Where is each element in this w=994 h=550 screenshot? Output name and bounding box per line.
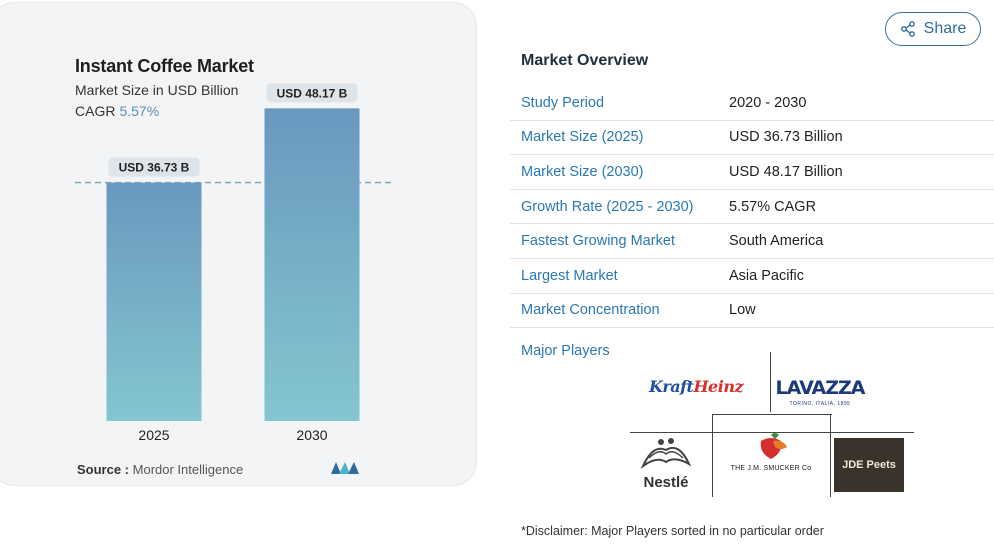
- overview-row-market-size-2030: Market Size (2030) USD 48.17 Billion: [510, 155, 994, 190]
- lavazza-text: LAVAZZA: [775, 377, 866, 399]
- source-text: Source : Mordor Intelligence: [77, 462, 243, 477]
- x-tick-label: 2025: [138, 427, 169, 443]
- bar-2025: [106, 182, 202, 421]
- overview-label[interactable]: Fastest Growing Market: [521, 233, 675, 250]
- overview-value: 2020 - 2030: [729, 94, 807, 111]
- chart-subtitle: Market Size in USD Billion: [75, 82, 239, 98]
- overview-value: Asia Pacific: [729, 267, 804, 284]
- smucker-text: THE J.M. SMUCKER Co: [730, 464, 812, 472]
- overview-row-growth-rate: Growth Rate (2025 - 2030) 5.57% CAGR: [510, 190, 994, 225]
- cagr-label: CAGR: [75, 103, 116, 119]
- overview-row-fastest-growing: Fastest Growing Market South America: [510, 224, 994, 259]
- kraft-heinz-logo[interactable]: Kraft Heinz: [640, 372, 752, 400]
- mordor-intelligence-logo: [331, 462, 359, 474]
- chart-cagr: CAGR 5.57%: [75, 103, 159, 119]
- data-label: USD 48.17 B: [277, 86, 348, 100]
- chart-title: Instant Coffee Market: [75, 56, 254, 76]
- nestle-text: Nestlé: [643, 473, 689, 491]
- overview-row-largest-market: Largest Market Asia Pacific: [510, 259, 994, 294]
- jde-peets-logo[interactable]: JDE Peets: [834, 438, 904, 492]
- overview-value: South America: [729, 233, 824, 250]
- overview-row-study-period: Study Period 2020 - 2030: [510, 86, 994, 121]
- grid-divider: [712, 414, 713, 497]
- overview-value: Low: [729, 302, 756, 319]
- grid-divider: [770, 352, 771, 412]
- overview-label[interactable]: Market Size (2025): [521, 129, 644, 146]
- grid-divider: [712, 414, 832, 415]
- share-icon: [900, 21, 915, 37]
- overview-label[interactable]: Largest Market: [521, 267, 618, 284]
- chart-card: [0, 2, 477, 486]
- overview-title: Market Overview: [521, 52, 649, 69]
- share-button[interactable]: Share: [885, 12, 981, 46]
- overview-value: 5.57% CAGR: [729, 198, 817, 215]
- overview-value: USD 48.17 Billion: [729, 163, 843, 180]
- source-label: Source :: [77, 462, 130, 477]
- bar-2030: [264, 108, 360, 421]
- cagr-value: 5.57%: [119, 103, 160, 119]
- x-tick-label: 2030: [296, 427, 327, 443]
- nestle-logo[interactable]: Nestlé: [632, 434, 700, 492]
- heinz-text: Heinz: [693, 376, 744, 396]
- lavazza-logo[interactable]: LAVAZZA TORINO, ITALIA, 1895: [775, 372, 866, 412]
- overview-label[interactable]: Study Period: [521, 94, 605, 111]
- smucker-logo[interactable]: THE J.M. SMUCKER Co: [716, 426, 826, 476]
- overview-row-market-size-2025: Market Size (2025) USD 36.73 Billion: [510, 121, 994, 156]
- nestle-nest-icon: [640, 437, 692, 469]
- disclaimer: *Disclaimer: Major Players sorted in no …: [521, 524, 824, 538]
- kraft-text: Kraft: [648, 376, 694, 396]
- overview-row-concentration: Market Concentration Low: [510, 294, 994, 329]
- overview-table: Study Period 2020 - 2030 Market Size (20…: [510, 86, 994, 329]
- bar-chart: USD 36.73 B 2025 USD 48.17 B 2030: [75, 83, 395, 443]
- overview-label[interactable]: Growth Rate (2025 - 2030): [521, 198, 694, 215]
- grid-divider: [830, 414, 831, 497]
- overview-label[interactable]: Market Size (2030): [521, 163, 644, 180]
- lavazza-subtext: TORINO, ITALIA, 1895: [789, 401, 851, 407]
- major-players-label[interactable]: Major Players: [521, 343, 610, 359]
- major-players-grid: Kraft Heinz LAVAZZA TORINO, ITALIA, 1895 …: [630, 352, 914, 497]
- data-label-bg: [108, 157, 200, 177]
- jde-text: JDE Peets: [842, 459, 896, 471]
- share-label: Share: [923, 20, 967, 37]
- data-label-bg: [266, 83, 358, 103]
- overview-value: USD 36.73 Billion: [729, 129, 843, 146]
- smucker-strawberry-icon: [760, 432, 787, 459]
- source-value: Mordor Intelligence: [132, 462, 244, 477]
- grid-divider: [630, 432, 914, 433]
- data-label: USD 36.73 B: [119, 161, 190, 175]
- overview-label[interactable]: Market Concentration: [521, 302, 660, 319]
